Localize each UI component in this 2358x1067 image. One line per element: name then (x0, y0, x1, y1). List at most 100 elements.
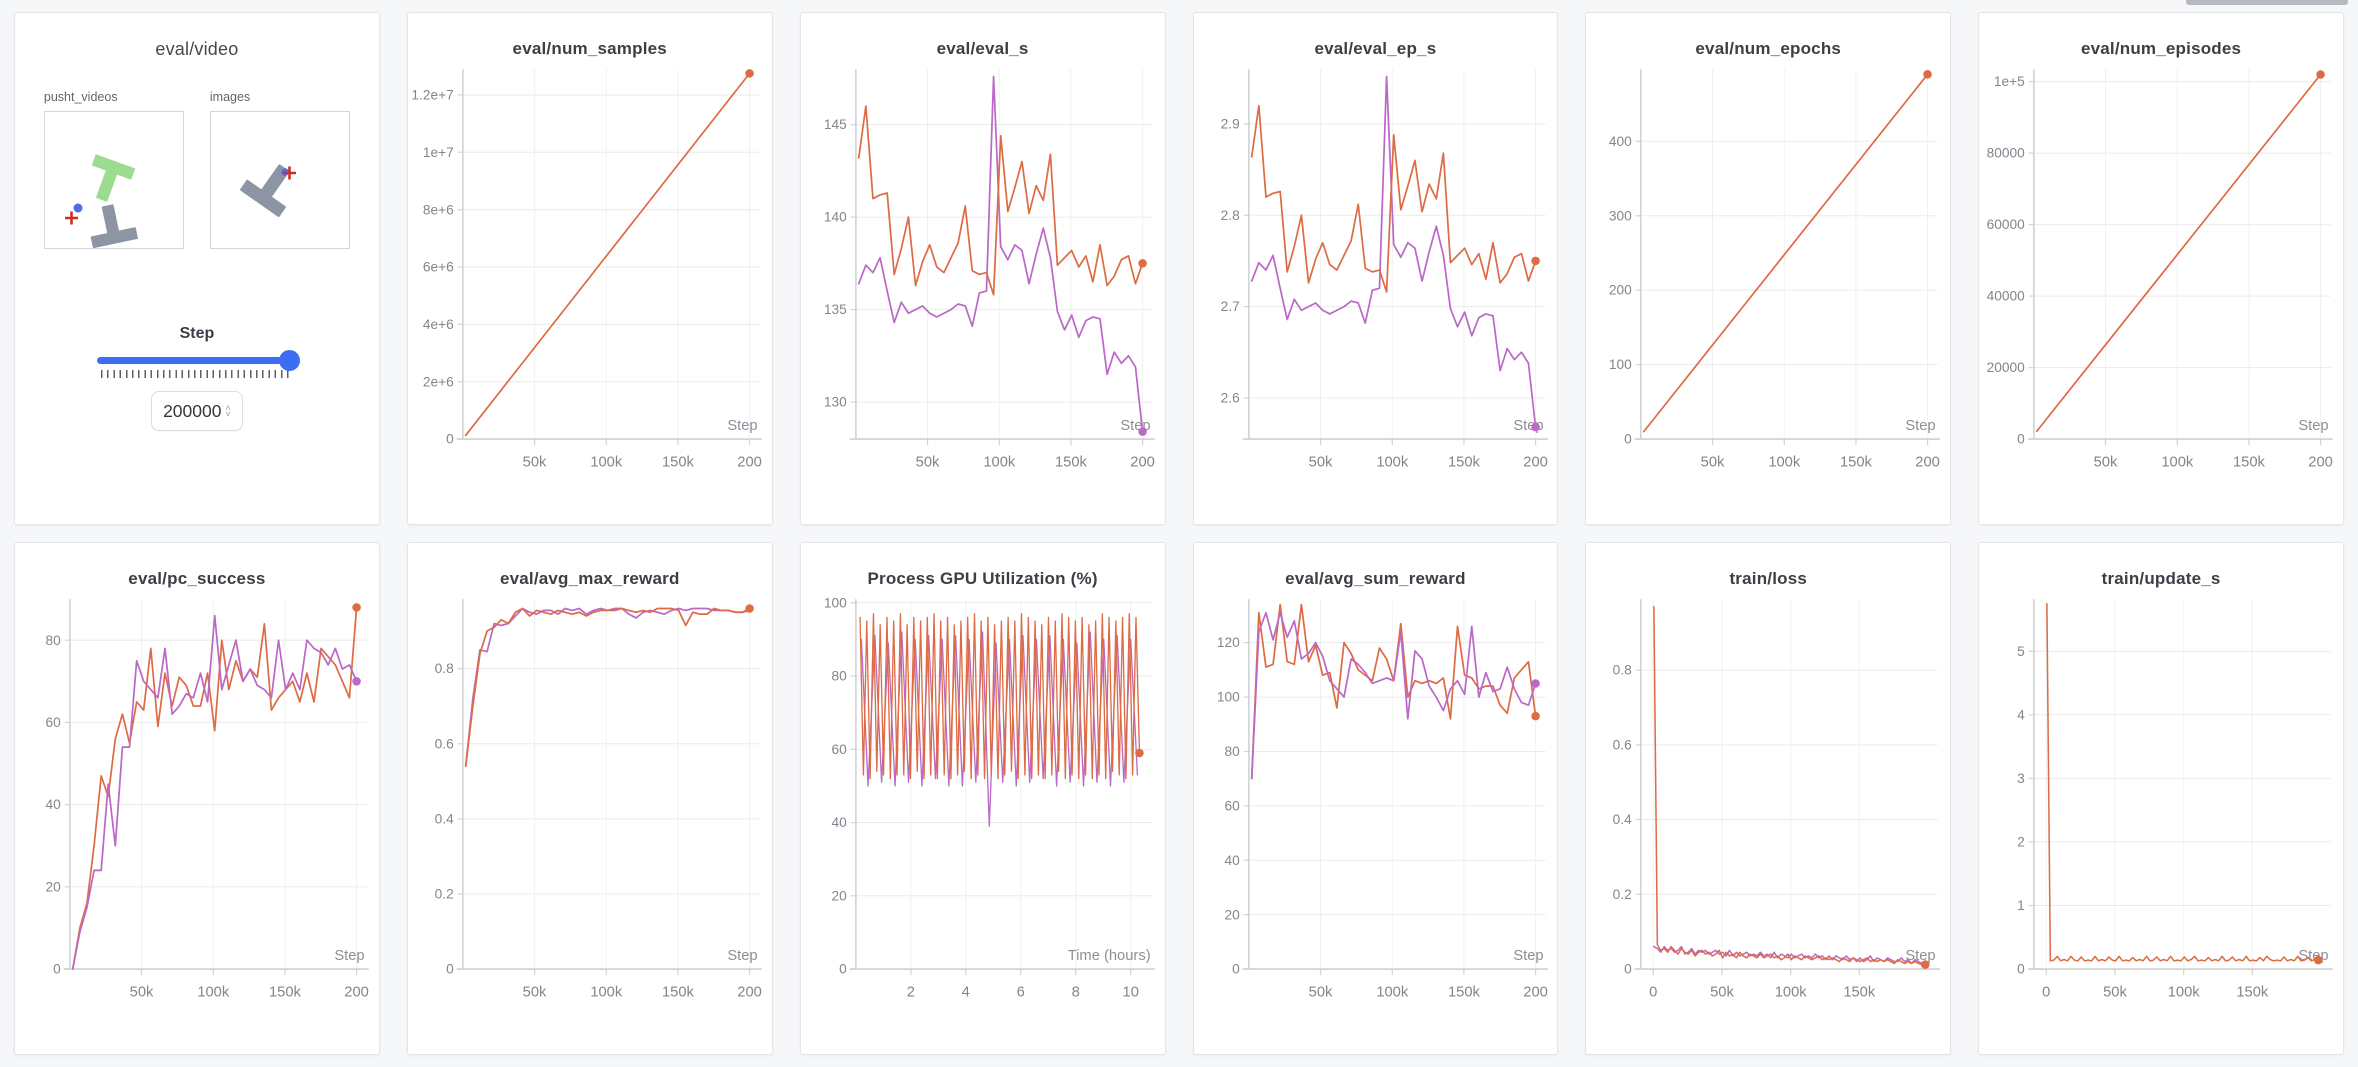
svg-text:20000: 20000 (1987, 360, 2026, 375)
chart-plot-eval-avg-sum-reward[interactable]: 50k 100k 150k 200 0 20 40 60 80 100 120 Step (1194, 591, 1558, 1036)
chart-title: eval/num_samples (512, 39, 667, 58)
chart-title: eval/eval_s (936, 39, 1029, 58)
pusht-gray-t-icon (239, 164, 290, 218)
svg-text:145: 145 (824, 117, 847, 132)
svg-text:50k: 50k (915, 455, 939, 471)
svg-text:0: 0 (1624, 962, 1632, 977)
series-line-orange (2046, 602, 2320, 962)
svg-text:50k: 50k (130, 984, 154, 1000)
chart-plot-eval-num-episodes[interactable]: 50k 100k 150k 200 0 20000 40000 60000 80000 1e+5 S… (1979, 61, 2343, 506)
chart-title: eval/num_episodes (2080, 39, 2242, 58)
series-endpoint-dot-orange (352, 603, 361, 612)
panel-eval-num-epochs: eval/num_epochs 50k 100k 150k 200 0 100 200 300 4… (1585, 12, 1952, 525)
svg-text:4e+6: 4e+6 (423, 317, 454, 332)
pusht-agent-dot-icon (73, 203, 83, 213)
chart-title: eval/pc_success (128, 569, 266, 588)
chart-plot-eval-num-samples[interactable]: 50k 100k 150k 200 0 2e+6 4e+6 6e+6 8e+6 1e+7 1.2e+… (408, 61, 772, 506)
series-line-orange (857, 105, 1144, 296)
svg-text:100: 100 (824, 595, 847, 610)
panel-eval-eval-ep-s: eval/eval_ep_s 50k 100k 150k 200 2.6 2.7 2.8 2.9… (1192, 12, 1559, 525)
series-endpoint-dot-orange (1921, 960, 1930, 969)
svg-text:0.2: 0.2 (434, 887, 453, 902)
step-slider[interactable] (96, 350, 300, 371)
svg-text:50k: 50k (1308, 454, 1332, 470)
svg-text:60000: 60000 (1987, 217, 2026, 232)
svg-text:0.4: 0.4 (1613, 812, 1632, 827)
chart-plot-eval-avg-max-reward[interactable]: 50k 100k 150k 200 0 0.2 0.4 0.6 0.8 Step (408, 591, 772, 1036)
chart-plot-train-loss[interactable]: 0 50k 100k 150k 0 0.2 0.4 0.6 0.8 Step (1586, 591, 1950, 1036)
step-value[interactable]: 200000 (163, 400, 222, 421)
slider-thumb[interactable] (278, 350, 300, 371)
chart-plot-train-update-s[interactable]: 0 50k 100k 150k 0 1 2 3 4 5 Step (1979, 591, 2343, 1036)
svg-text:20: 20 (1224, 907, 1240, 922)
media-figure-pusht-videos: pusht_videos (43, 90, 184, 249)
x-axis-label: Step (727, 418, 757, 434)
panel-eval-video: eval/video pusht_videos (14, 12, 380, 525)
svg-text:2e+6: 2e+6 (423, 374, 454, 389)
series-endpoint-dot-purple (352, 677, 361, 686)
svg-text:10: 10 (1122, 985, 1138, 1001)
svg-text:400: 400 (1609, 134, 1632, 149)
svg-text:100k: 100k (2168, 985, 2201, 1001)
svg-text:150k: 150k (1055, 455, 1088, 471)
svg-text:200: 200 (1916, 454, 1941, 470)
x-axis-label: Step (1513, 948, 1543, 964)
chart-plot-eval-pc-success[interactable]: 50k 100k 150k 200 0 20 40 60 80 Step (15, 591, 379, 1036)
chart-title: eval/avg_max_reward (499, 569, 680, 588)
x-axis-label: Step (2298, 948, 2328, 964)
series-line-purple (1250, 75, 1536, 429)
svg-text:80: 80 (831, 669, 847, 684)
svg-text:6: 6 (1016, 985, 1024, 1001)
scrollbar-thumb[interactable] (2186, 0, 2348, 5)
svg-text:120: 120 (1216, 635, 1239, 650)
svg-text:2: 2 (2017, 834, 2025, 849)
slider-track[interactable] (96, 357, 297, 364)
svg-text:50k: 50k (2094, 455, 2118, 471)
svg-text:40000: 40000 (1987, 289, 2026, 304)
chart-title: train/loss (1729, 569, 1808, 588)
x-axis-label: Step (727, 948, 757, 964)
svg-text:150k: 150k (2233, 455, 2266, 471)
svg-text:150k: 150k (1447, 984, 1480, 1000)
svg-text:300: 300 (1609, 208, 1632, 223)
stepper-up-icon[interactable]: ˄ (225, 403, 231, 413)
images-thumbnail[interactable] (209, 111, 350, 249)
svg-text:0: 0 (839, 962, 847, 977)
svg-text:0: 0 (53, 962, 61, 977)
panel-train-update-s: train/update_s 0 50k 100k 150k 0 1 2 3 4 5 Step (1978, 542, 2344, 1055)
panel-train-loss: train/loss 0 50k 100k 150k 0 0.2 0.4 0.6 0.8 Step (1585, 542, 1952, 1055)
svg-text:20: 20 (45, 879, 61, 894)
svg-text:80: 80 (1224, 744, 1240, 759)
svg-text:4: 4 (2017, 707, 2025, 722)
svg-text:100: 100 (1609, 357, 1632, 372)
series-line-orange (71, 606, 358, 970)
pusht-video-thumbnail[interactable] (43, 111, 184, 249)
x-axis-label: Time (hours) (1067, 948, 1150, 964)
svg-text:50k: 50k (1710, 984, 1734, 1000)
slider-tick-marks (100, 370, 293, 378)
svg-text:2: 2 (906, 985, 914, 1001)
step-number-input[interactable]: 200000 ˄ ˅ (150, 391, 243, 431)
series-endpoint-dot-orange (2314, 955, 2323, 965)
svg-text:40: 40 (1224, 853, 1240, 868)
svg-text:50k: 50k (1701, 454, 1725, 470)
series-endpoint-dot-orange (1134, 748, 1144, 758)
series-endpoint-dot-orange (1137, 259, 1147, 268)
stepper-down-icon[interactable]: ˅ (225, 409, 231, 419)
svg-text:150k: 150k (2236, 985, 2269, 1001)
svg-text:0: 0 (1650, 984, 1658, 1000)
svg-text:50k: 50k (2103, 985, 2127, 1001)
svg-text:100: 100 (1216, 690, 1239, 705)
chart-title: eval/eval_ep_s (1314, 39, 1437, 58)
svg-text:100k: 100k (1769, 454, 1802, 470)
svg-text:3: 3 (2017, 771, 2025, 786)
svg-text:100k: 100k (590, 984, 623, 1000)
x-axis-label: Step (1906, 948, 1936, 964)
chart-plot-eval-num-epochs[interactable]: 50k 100k 150k 200 0 100 200 300 400 Step (1586, 61, 1950, 506)
chart-title: Process GPU Utilization (%) (867, 569, 1098, 588)
svg-text:0: 0 (1624, 432, 1632, 447)
